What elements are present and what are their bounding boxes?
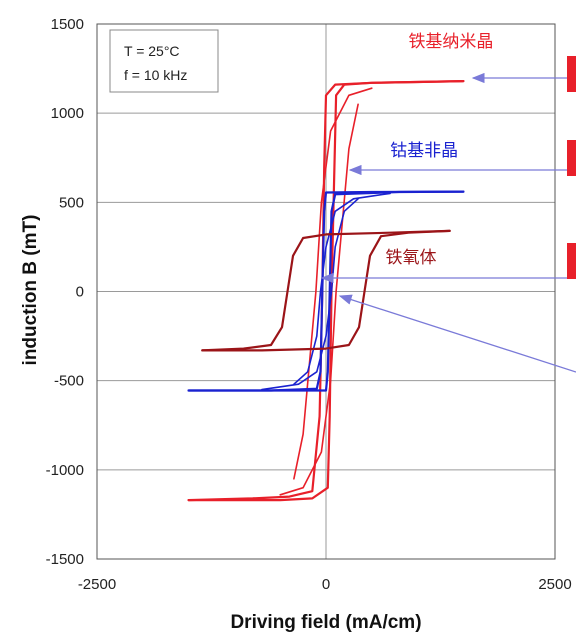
condition-temperature: T = 25°C xyxy=(124,43,180,59)
y-tick-label: -500 xyxy=(54,373,84,390)
x-axis-label: Driving field (mA/cm) xyxy=(230,612,421,633)
y-tick-label: -1500 xyxy=(46,551,84,568)
annotation-label: 铁基纳米晶 xyxy=(408,32,493,52)
annotation-arrow xyxy=(338,294,576,373)
annotation-label: 铁氧体 xyxy=(386,248,437,268)
annotation-label: 钴基非晶 xyxy=(390,141,458,161)
y-tick-label: 1000 xyxy=(51,105,84,122)
legend-marker-red-3 xyxy=(567,243,576,279)
conditions-frame xyxy=(109,29,219,93)
series-line-2-inner_upper xyxy=(293,192,391,385)
y-axis-label: induction B (mT) xyxy=(20,215,41,366)
series-line-1-inner_upper xyxy=(293,87,373,480)
conditions-box: T = 25°C f = 10 kHz xyxy=(109,29,219,93)
plot-frame xyxy=(96,23,556,560)
legend-marker-red xyxy=(567,56,576,92)
x-tick-label: -2500 xyxy=(78,576,116,593)
series-line-3-lower xyxy=(201,229,451,352)
series-line-2-lower xyxy=(187,190,465,392)
series-line-1-inner_lower xyxy=(279,103,359,496)
tick-labels: 1500 1000 500 0 -500 -1000 -1500 -2500 0 2500 xyxy=(46,16,572,593)
y-tick-label: -1000 xyxy=(46,462,84,479)
x-tick-label: 0 xyxy=(322,576,330,593)
series-layer xyxy=(187,80,465,502)
x-tick-label: 2500 xyxy=(538,576,571,593)
legend-marker-red-2 xyxy=(567,140,576,176)
condition-frequency: f = 10 kHz xyxy=(124,67,187,83)
series-line-2-inner_lower xyxy=(261,198,359,391)
y-tick-label: 0 xyxy=(76,284,84,301)
series-line-3-upper xyxy=(201,229,451,352)
y-tick-label: 1500 xyxy=(51,16,84,33)
y-tick-label: 500 xyxy=(59,194,84,211)
